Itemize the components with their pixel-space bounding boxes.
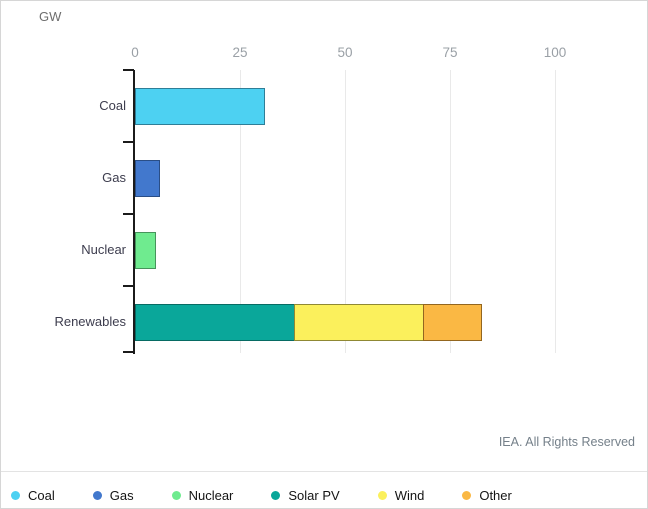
legend-divider bbox=[1, 471, 647, 472]
bar-segment-solar-pv[interactable] bbox=[135, 303, 295, 341]
bar-segment-other[interactable] bbox=[422, 303, 482, 341]
bar-coal bbox=[135, 87, 266, 125]
legend-item-solar-pv[interactable]: Solar PV bbox=[271, 487, 340, 503]
legend-label: Solar PV bbox=[288, 487, 340, 503]
bar-renewables bbox=[135, 303, 482, 341]
category-label-gas: Gas bbox=[102, 170, 126, 185]
y-axis-tick bbox=[123, 351, 134, 353]
legend-color-dot-icon bbox=[11, 490, 20, 500]
legend-color-dot-icon bbox=[271, 490, 281, 500]
legend-item-nuclear[interactable]: Nuclear bbox=[171, 487, 234, 503]
legend-item-other[interactable]: Other bbox=[462, 488, 512, 503]
legend-item-coal[interactable]: Coal bbox=[11, 488, 55, 503]
bar-segment-gas[interactable] bbox=[135, 159, 161, 197]
legend-label: Nuclear bbox=[188, 487, 234, 503]
x-axis-tick-label: 100 bbox=[543, 45, 567, 60]
legend-label: Other bbox=[479, 487, 512, 503]
bar-segment-nuclear[interactable] bbox=[135, 231, 156, 269]
bar-nuclear bbox=[135, 231, 156, 269]
legend-color-dot-icon bbox=[377, 490, 387, 500]
legend-item-gas[interactable]: Gas bbox=[92, 487, 134, 503]
legend-color-dot-icon bbox=[171, 490, 181, 500]
y-axis-tick bbox=[123, 285, 134, 287]
gridline bbox=[345, 70, 346, 353]
category-label-renewables: Renewables bbox=[54, 314, 126, 329]
y-axis-line bbox=[133, 70, 135, 354]
bar-gas bbox=[135, 159, 161, 197]
legend-color-dot-icon bbox=[462, 490, 472, 500]
bar-segment-coal[interactable] bbox=[135, 87, 266, 125]
bar-segment-wind[interactable] bbox=[293, 303, 424, 341]
copyright-text: IEA. All Rights Reserved bbox=[498, 435, 635, 449]
category-label-coal: Coal bbox=[99, 98, 126, 113]
legend-label: Gas bbox=[109, 487, 134, 503]
legend-color-dot-icon bbox=[92, 490, 102, 500]
y-axis-tick bbox=[123, 141, 134, 143]
legend-item-wind[interactable]: Wind bbox=[377, 487, 425, 503]
legend-label: Wind bbox=[394, 487, 425, 503]
category-label-nuclear: Nuclear bbox=[81, 242, 126, 257]
x-axis-tick-label: 50 bbox=[337, 45, 353, 60]
gridline bbox=[555, 70, 556, 353]
x-axis-tick-label: 75 bbox=[442, 45, 458, 60]
axis-unit-label: GW bbox=[39, 9, 62, 24]
legend: Coal Gas Nuclear Solar PV Wind Other bbox=[11, 482, 512, 508]
gridline bbox=[450, 70, 451, 353]
legend-label: Coal bbox=[28, 487, 55, 503]
gridline bbox=[240, 70, 241, 353]
x-axis-tick-label: 0 bbox=[131, 45, 139, 60]
y-axis-tick bbox=[123, 213, 134, 215]
y-axis-tick bbox=[123, 69, 134, 71]
x-axis-tick-label: 25 bbox=[232, 45, 248, 60]
